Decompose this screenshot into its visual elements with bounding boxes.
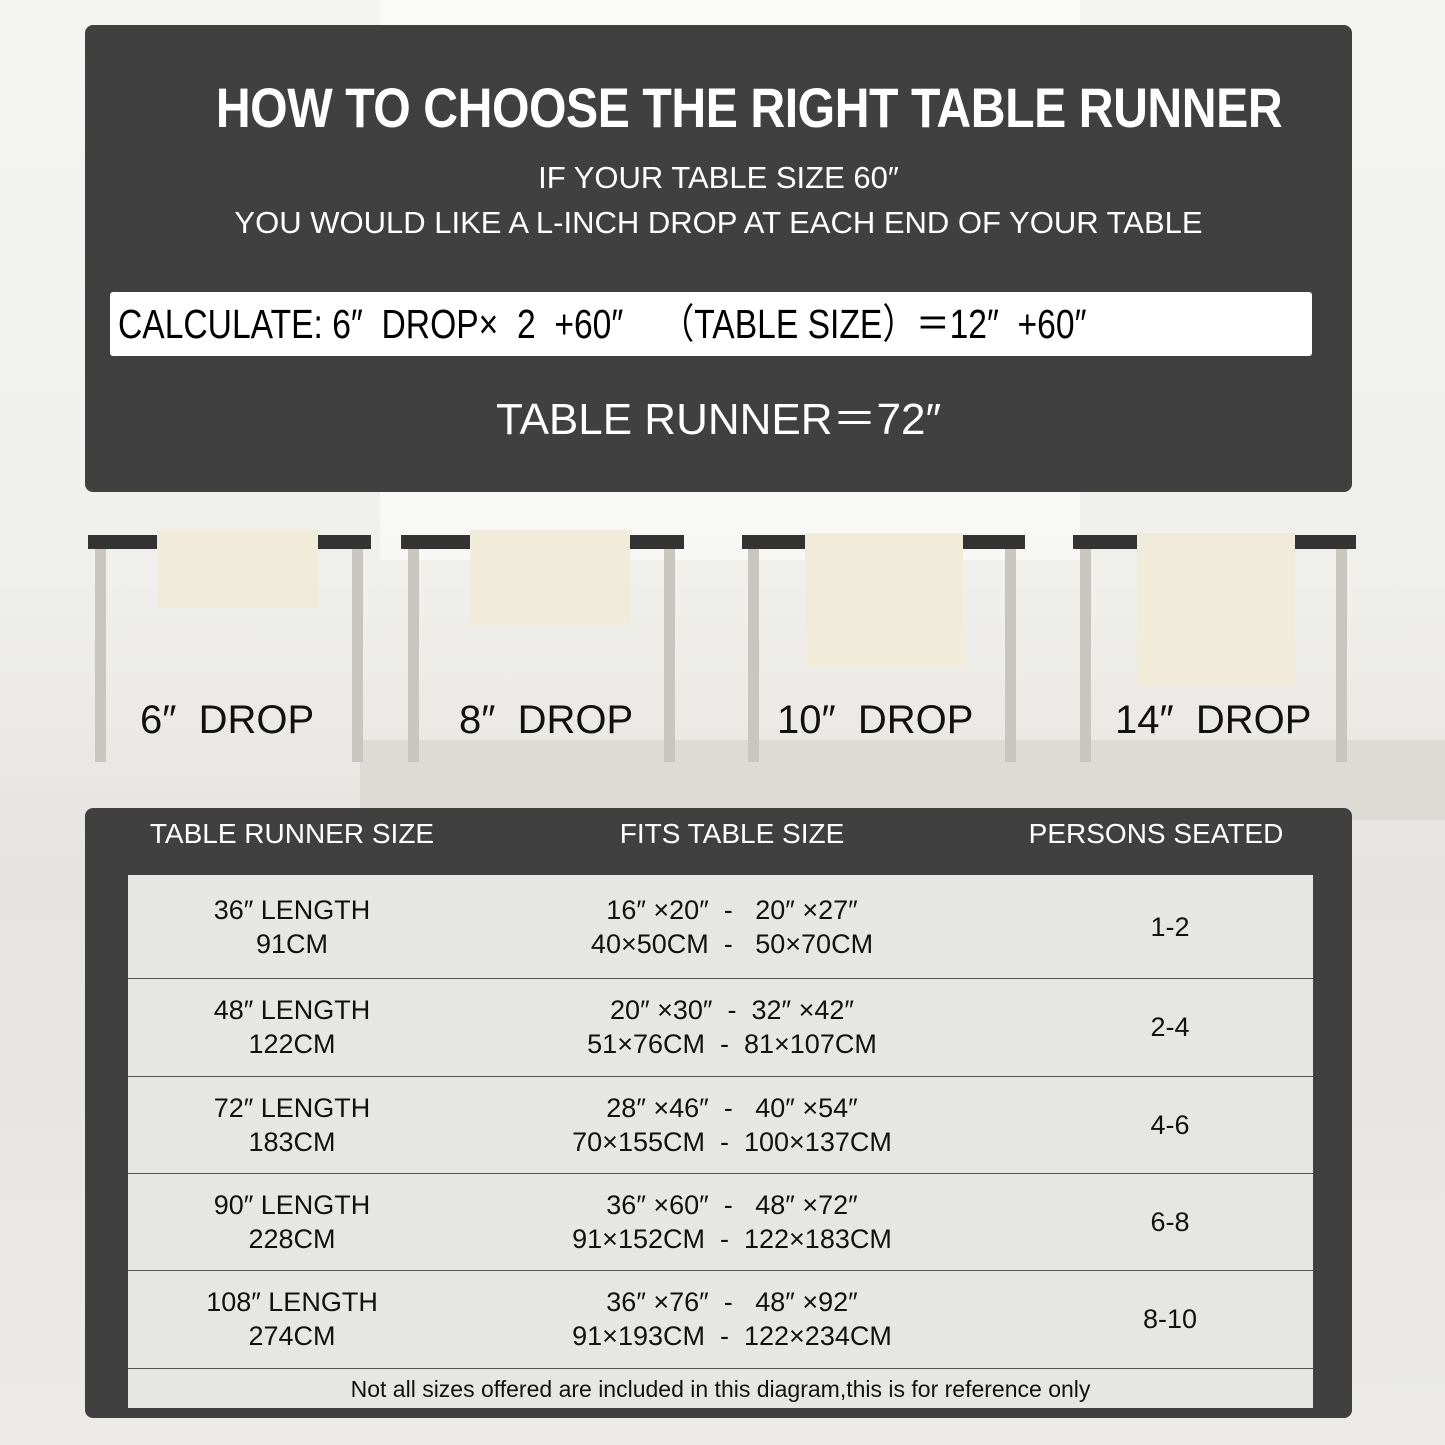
tabletop-right (630, 535, 684, 549)
size-table-body (128, 875, 1313, 1408)
tabletop-right (1295, 535, 1356, 549)
tabletop-right (963, 535, 1025, 549)
fits-size: 16″ ×20″ - 20″ ×27″ 40×50CM - 50×70CM (590, 894, 874, 959)
tabletop-left (88, 535, 157, 549)
table-leg (1080, 549, 1091, 762)
persons-seated: 2-4 (1150, 1012, 1190, 1042)
fits-size: 36″ ×76″ - 48″ ×92″ 91×193CM - 122×234CM (572, 1287, 892, 1351)
header-persons-seated: PERSONS SEATED (1028, 818, 1284, 849)
table-leg (664, 549, 675, 762)
fits-size: 20″ ×30″ - 32″ ×42″ 51×76CM - 81×107CM (587, 995, 877, 1059)
calculation-text: CALCULATE: 6″ DROP× 2 +60″ （TABLE SIZE）＝… (118, 301, 1087, 347)
runner-size: 72″ LENGTH 183CM (213, 1092, 371, 1157)
table-leg (1336, 549, 1347, 762)
table-leg (408, 549, 419, 762)
drop-label: 10″ DROP (777, 698, 974, 742)
table-row: 48″ LENGTH 122CM 20″ ×30″ - 32″ ×42″ 51×… (128, 978, 1313, 1077)
drop-label: 8″ DROP (459, 698, 634, 742)
fits-size: 36″ ×60″ - 48″ ×72″ 91×152CM - 122×183CM (572, 1189, 892, 1254)
drop-label: 14″ DROP (1115, 698, 1312, 742)
header-fits-table-size: FITS TABLE SIZE (619, 818, 845, 849)
page-title: HOW TO CHOOSE THE RIGHT TABLE RUNNER (215, 76, 1282, 139)
instruction-panel: HOW TO CHOOSE THE RIGHT TABLE RUNNER IF … (85, 25, 1352, 492)
table-row: 36″ LENGTH 91CM 16″ ×20″ - 20″ ×27″ 40×5… (128, 875, 1313, 979)
footer-note: Not all sizes offered are included in th… (350, 1376, 1091, 1402)
fits-size: 28″ ×46″ - 40″ ×54″ 70×155CM - 100×137CM (572, 1092, 892, 1157)
intro-line-1: IF YOUR TABLE SIZE 60″ (538, 160, 899, 195)
runner-size: 90″ LENGTH 228CM (213, 1189, 371, 1254)
runner-drop (470, 530, 630, 625)
persons-seated: 4-6 (1150, 1109, 1190, 1140)
table-leg (748, 549, 759, 762)
table-leg (352, 549, 363, 762)
tabletop-right (318, 535, 371, 549)
header-runner-size: TABLE RUNNER SIZE (149, 818, 435, 849)
runner-drop (805, 533, 963, 668)
table-leg (1005, 549, 1016, 762)
table-row: 72″ LENGTH 183CM 28″ ×46″ - 40″ ×54″ 70×… (128, 1076, 1313, 1174)
table-leg (95, 549, 106, 762)
runner-drop (1137, 533, 1295, 686)
tabletop-left (1073, 535, 1137, 549)
intro-line-2: YOU WOULD LIKE A L-INCH DROP AT EACH END… (234, 205, 1203, 240)
runner-size: 36″ LENGTH 91CM (213, 894, 371, 959)
table-row: 108″ LENGTH 274CM 36″ ×76″ - 48″ ×92″ 91… (128, 1270, 1313, 1369)
tabletop-left (401, 535, 470, 549)
table-row: 90″ LENGTH 228CM 36″ ×60″ - 48″ ×72″ 91×… (128, 1173, 1313, 1271)
runner-size: 108″ LENGTH 274CM (206, 1287, 378, 1351)
persons-seated: 8-10 (1142, 1304, 1198, 1334)
runner-size: 48″ LENGTH 122CM (213, 995, 371, 1059)
persons-seated: 6-8 (1150, 1206, 1190, 1237)
tabletop-left (742, 535, 805, 549)
result-text: TABLE RUNNER＝72″ (495, 395, 942, 444)
runner-drop (157, 530, 318, 608)
background-table (360, 740, 1445, 820)
calculation-bar: CALCULATE: 6″ DROP× 2 +60″ （TABLE SIZE）＝… (110, 292, 1312, 356)
persons-seated: 1-2 (1150, 911, 1190, 942)
drop-label: 6″ DROP (140, 698, 315, 742)
